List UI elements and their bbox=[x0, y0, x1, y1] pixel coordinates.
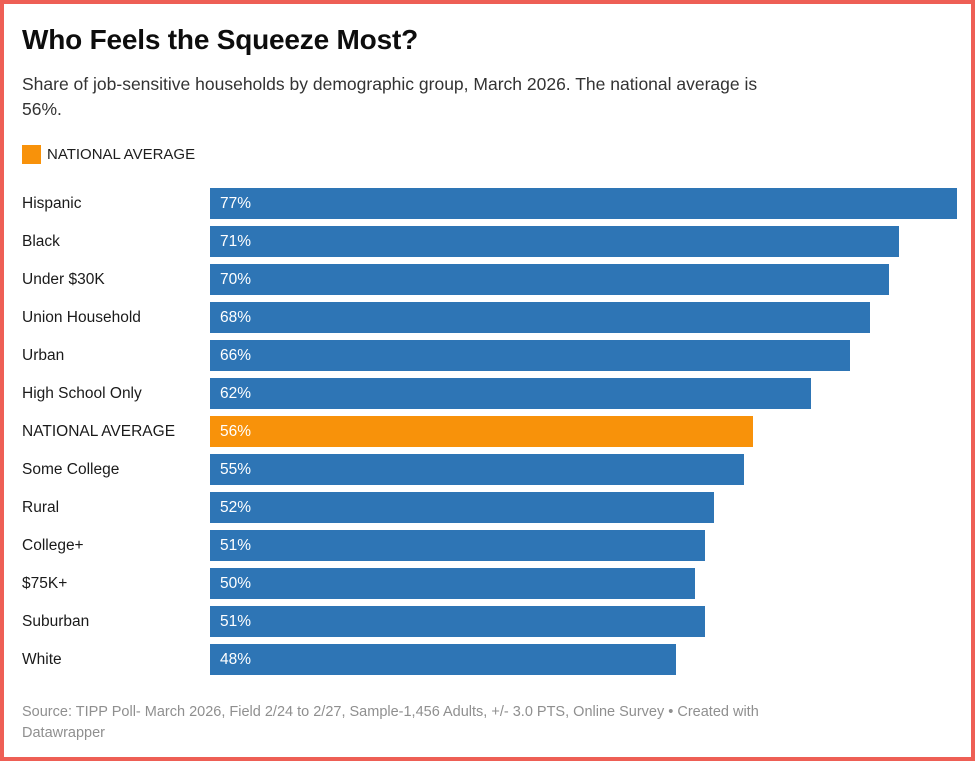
category-label: Black bbox=[22, 232, 60, 250]
category-label: Under $30K bbox=[22, 270, 105, 288]
chart-row: White 48% bbox=[22, 644, 957, 675]
bar-track: 56% bbox=[210, 416, 957, 447]
category-label: Union Household bbox=[22, 308, 141, 326]
legend: NATIONAL AVERAGE bbox=[22, 144, 957, 164]
bar-track: 48% bbox=[210, 644, 957, 675]
bar-track: 70% bbox=[210, 264, 957, 295]
bar-value-label: 51% bbox=[220, 536, 252, 554]
chart-row: NATIONAL AVERAGE 56% bbox=[22, 416, 957, 447]
legend-label: NATIONAL AVERAGE bbox=[47, 145, 196, 163]
bar: 56% bbox=[210, 416, 754, 447]
chart-row: Rural 52% bbox=[22, 492, 957, 523]
category-label: $75K+ bbox=[22, 574, 68, 592]
page-title: Who Feels the Squeeze Most? bbox=[22, 24, 418, 55]
bar-track: 68% bbox=[210, 302, 957, 333]
bar: 68% bbox=[210, 302, 870, 333]
chart-row: Some College 55% bbox=[22, 454, 957, 485]
bar-track: 51% bbox=[210, 606, 957, 637]
chart-row: Under $30K 70% bbox=[22, 264, 957, 295]
bar: 70% bbox=[210, 264, 890, 295]
category-label: College+ bbox=[22, 536, 84, 554]
chart-row: Urban 66% bbox=[22, 340, 957, 371]
bar-value-label: 70% bbox=[220, 270, 252, 288]
bar-track: 77% bbox=[210, 188, 957, 219]
bar-value-label: 68% bbox=[220, 308, 252, 326]
category-label: White bbox=[22, 650, 62, 668]
category-label: Rural bbox=[22, 498, 60, 516]
category-label: Hispanic bbox=[22, 194, 82, 212]
subtitle-line-1: Share of job-sensitive households by dem… bbox=[22, 74, 758, 94]
subtitle-line-2: 56%. bbox=[22, 99, 62, 119]
source-line-2: Datawrapper bbox=[22, 725, 106, 741]
source-note: Source: TIPP Poll- March 2026, Field 2/2… bbox=[22, 702, 957, 744]
bar-track: 50% bbox=[210, 568, 957, 599]
chart-row: College+ 51% bbox=[22, 530, 957, 561]
bar-track: 55% bbox=[210, 454, 957, 485]
bar-value-label: 55% bbox=[220, 460, 252, 478]
chart-row: Union Household 68% bbox=[22, 302, 957, 333]
bar: 51% bbox=[210, 530, 705, 561]
bar-value-label: 50% bbox=[220, 574, 252, 592]
bar-value-label: 52% bbox=[220, 498, 252, 516]
bar-value-label: 77% bbox=[220, 194, 252, 212]
bar-value-label: 66% bbox=[220, 346, 252, 364]
category-label: NATIONAL AVERAGE bbox=[22, 422, 176, 440]
bar: 50% bbox=[210, 568, 696, 599]
category-label: Suburban bbox=[22, 612, 90, 630]
bar-value-label: 71% bbox=[220, 232, 252, 250]
bar-track: 62% bbox=[210, 378, 957, 409]
bar: 55% bbox=[210, 454, 744, 485]
national-average-swatch-icon bbox=[22, 144, 41, 164]
bar-value-label: 62% bbox=[220, 384, 252, 402]
bar: 52% bbox=[210, 492, 715, 523]
bar-value-label: 56% bbox=[220, 422, 252, 440]
category-label: High School Only bbox=[22, 384, 142, 402]
bar: 48% bbox=[210, 644, 676, 675]
bar: 71% bbox=[210, 226, 899, 257]
bar: 62% bbox=[210, 378, 812, 409]
bar: 77% bbox=[210, 188, 957, 219]
bar-chart: Hispanic 77% Black 71% Under $30K 70% Un… bbox=[22, 188, 957, 675]
chart-row: $75K+ 50% bbox=[22, 568, 957, 599]
bar-track: 51% bbox=[210, 530, 957, 561]
source-line-1: Source: TIPP Poll- March 2026, Field 2/2… bbox=[22, 704, 759, 720]
chart-row: Black 71% bbox=[22, 226, 957, 257]
chart-row: High School Only 62% bbox=[22, 378, 957, 409]
bar-track: 71% bbox=[210, 226, 957, 257]
bar-value-label: 48% bbox=[220, 650, 252, 668]
bar-value-label: 51% bbox=[220, 612, 252, 630]
bar-track: 66% bbox=[210, 340, 957, 371]
chart-row: Suburban 51% bbox=[22, 606, 957, 637]
chart-subtitle: Share of job-sensitive households by dem… bbox=[22, 72, 957, 122]
bar: 51% bbox=[210, 606, 705, 637]
bar: 66% bbox=[210, 340, 851, 371]
category-label: Urban bbox=[22, 346, 65, 364]
category-label: Some College bbox=[22, 460, 120, 478]
bar-track: 52% bbox=[210, 492, 957, 523]
chart-row: Hispanic 77% bbox=[22, 188, 957, 219]
